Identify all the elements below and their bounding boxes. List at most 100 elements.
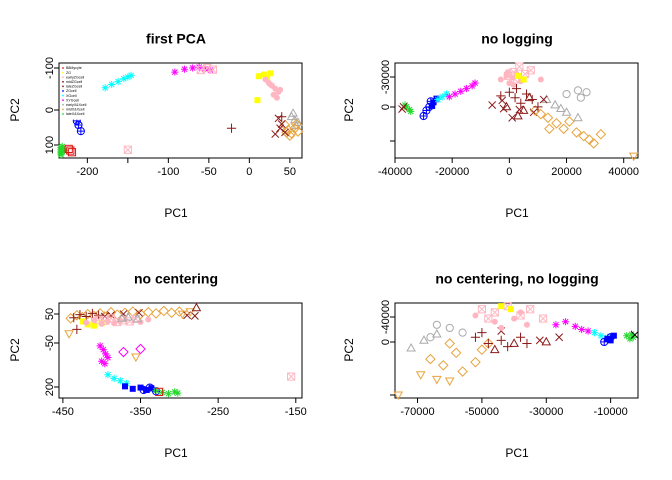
data-point bbox=[450, 347, 462, 359]
data-point bbox=[57, 151, 65, 159]
data-point bbox=[438, 93, 446, 101]
data-point bbox=[498, 96, 507, 105]
data-point bbox=[630, 330, 639, 339]
data-point bbox=[476, 344, 488, 356]
data-point bbox=[552, 321, 560, 329]
point-cluster bbox=[514, 72, 527, 83]
data-point bbox=[117, 313, 127, 322]
x-tick-label: -10000 bbox=[594, 406, 628, 418]
data-point bbox=[142, 306, 154, 318]
legend-entry: ZGcell bbox=[66, 89, 77, 93]
point-cluster bbox=[262, 76, 284, 101]
data-point bbox=[457, 87, 465, 95]
data-point bbox=[508, 113, 517, 122]
data-point bbox=[226, 123, 237, 133]
data-point bbox=[277, 120, 286, 129]
data-point bbox=[504, 87, 514, 97]
data-point bbox=[496, 335, 506, 345]
data-point bbox=[101, 360, 109, 368]
data-point bbox=[507, 306, 514, 313]
x-tick-label: 40000 bbox=[608, 166, 639, 178]
data-point bbox=[629, 333, 637, 341]
data-point bbox=[292, 126, 304, 137]
x-tick-label: -100 bbox=[157, 166, 179, 178]
data-point bbox=[444, 377, 455, 387]
data-point bbox=[127, 71, 135, 79]
data-point bbox=[90, 322, 97, 329]
data-point bbox=[578, 130, 589, 142]
data-point bbox=[164, 390, 173, 398]
data-point bbox=[93, 310, 104, 320]
data-point bbox=[511, 83, 522, 94]
y-axis-label: PC2 bbox=[342, 338, 356, 362]
data-point bbox=[551, 117, 562, 129]
data-point bbox=[135, 343, 146, 355]
data-point bbox=[123, 145, 132, 154]
data-point bbox=[90, 317, 97, 324]
legend-swatch bbox=[62, 90, 64, 92]
data-point bbox=[595, 128, 607, 140]
data-point bbox=[287, 372, 296, 381]
y-tick-label: 0 bbox=[44, 107, 56, 113]
data-point bbox=[80, 318, 87, 325]
y-tick-label: -50 bbox=[44, 335, 56, 351]
point-cluster bbox=[64, 144, 77, 157]
data-point bbox=[516, 98, 526, 108]
point-cluster bbox=[226, 112, 287, 133]
data-point bbox=[498, 324, 505, 331]
point-cluster bbox=[155, 387, 164, 396]
y-tick-label: 50 bbox=[44, 308, 56, 320]
data-point bbox=[101, 84, 109, 92]
data-point bbox=[110, 374, 118, 382]
data-point bbox=[254, 97, 261, 104]
data-point bbox=[524, 92, 535, 102]
data-point bbox=[87, 308, 97, 319]
data-point bbox=[522, 338, 532, 349]
data-point bbox=[457, 366, 468, 377]
legend-entry: lateX&Xcell bbox=[66, 112, 85, 116]
scatter-panel-2: no logging -40000 -20000 0 20000 40000 -30000 0… bbox=[342, 31, 639, 220]
data-point bbox=[526, 66, 535, 75]
point-cluster bbox=[552, 318, 592, 335]
data-point bbox=[510, 93, 520, 103]
data-point bbox=[183, 311, 192, 320]
legend-swatch bbox=[62, 80, 64, 83]
data-point bbox=[491, 318, 498, 325]
point-cluster bbox=[94, 314, 296, 381]
data-point bbox=[83, 319, 90, 326]
data-point bbox=[470, 332, 481, 342]
data-point bbox=[571, 127, 582, 138]
data-point bbox=[600, 337, 609, 347]
data-point bbox=[472, 312, 479, 319]
data-point bbox=[470, 356, 481, 368]
point-cluster bbox=[600, 333, 615, 347]
data-point bbox=[398, 105, 407, 113]
data-point bbox=[69, 313, 79, 323]
data-point bbox=[174, 306, 185, 317]
x-tick-label: -250 bbox=[207, 406, 229, 418]
legend-swatch bbox=[62, 76, 64, 79]
plot-frame bbox=[58, 302, 303, 399]
data-point bbox=[174, 389, 182, 397]
plot-frame bbox=[394, 302, 639, 399]
data-point bbox=[442, 90, 451, 98]
data-point bbox=[511, 315, 518, 322]
legend-entry: XGcell bbox=[66, 94, 77, 98]
data-point bbox=[539, 95, 548, 104]
legend-entry: lateZGcell bbox=[66, 85, 82, 89]
data-point bbox=[590, 328, 599, 337]
x-tick-label: 0 bbox=[246, 166, 252, 178]
point-cluster bbox=[65, 305, 185, 324]
point-cluster bbox=[498, 303, 514, 313]
data-point bbox=[498, 303, 505, 310]
legend-entry: earlyZGcell bbox=[66, 75, 84, 79]
data-point bbox=[118, 346, 129, 358]
data-point bbox=[121, 383, 128, 390]
data-point bbox=[584, 327, 592, 335]
data-point bbox=[477, 305, 487, 314]
legend-entry: midX&Xcell bbox=[66, 108, 85, 112]
data-point bbox=[562, 89, 571, 99]
point-cluster bbox=[434, 90, 451, 104]
data-point bbox=[64, 144, 73, 154]
data-point bbox=[484, 314, 493, 323]
